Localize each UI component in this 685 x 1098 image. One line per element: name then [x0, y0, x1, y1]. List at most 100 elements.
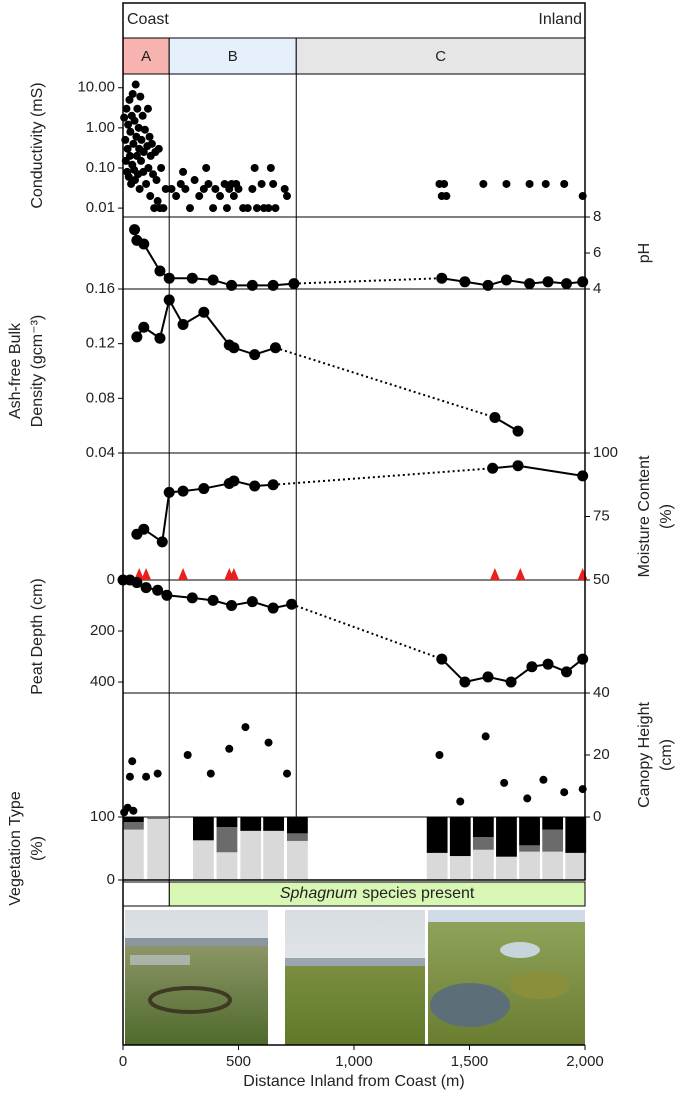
y-tick-label: 0.16: [86, 280, 115, 297]
point: [138, 321, 150, 333]
point: [489, 411, 501, 423]
point: [211, 184, 220, 193]
point: [207, 594, 219, 606]
point: [120, 113, 129, 122]
point: [124, 172, 133, 181]
bar-segment: [519, 845, 540, 852]
point: [123, 144, 132, 153]
y-tick-label: 100: [90, 808, 115, 825]
y-axis-label: Moisture Content: [636, 455, 653, 577]
bar-segment: [263, 817, 285, 831]
point: [204, 179, 213, 188]
x-tick-label: 1,000: [335, 1053, 373, 1070]
point: [523, 794, 532, 803]
point: [561, 666, 573, 678]
point: [125, 151, 134, 160]
bar-segment: [192, 817, 214, 841]
y-axis-label: (%): [658, 504, 675, 529]
point: [129, 224, 141, 236]
bridge-line: [291, 603, 443, 661]
point: [542, 276, 554, 288]
point: [152, 176, 161, 185]
point: [561, 278, 573, 290]
bar-segment: [449, 817, 471, 857]
point: [142, 179, 151, 188]
point: [222, 204, 231, 213]
point: [147, 139, 156, 148]
bar-segment: [472, 837, 494, 850]
bar-segment: [287, 840, 308, 880]
point: [560, 788, 569, 797]
point: [241, 723, 250, 732]
x-tick-label: 2,000: [566, 1053, 604, 1070]
point: [479, 179, 488, 188]
y-axis-label: (cm): [658, 739, 675, 771]
point: [269, 342, 281, 354]
bar-segment: [565, 852, 587, 880]
header-left: Coast: [127, 11, 169, 28]
zone-label: A: [141, 48, 151, 65]
point: [179, 167, 188, 176]
point: [249, 480, 261, 492]
point: [267, 479, 279, 491]
bar-segment: [472, 849, 494, 880]
bar-segment: [287, 817, 308, 834]
point: [133, 104, 142, 113]
point: [243, 204, 252, 213]
bridge-line: [275, 346, 496, 419]
point: [138, 111, 147, 120]
sphagnum-absent: [122, 881, 170, 907]
bridge-line: [293, 277, 442, 285]
point: [577, 470, 589, 482]
photos: [125, 910, 585, 1045]
point: [249, 349, 261, 361]
point: [130, 116, 139, 125]
y-tick-label: 50: [593, 571, 610, 588]
bar-segment: [123, 822, 144, 830]
y-axis-label: Peat Depth (cm): [29, 578, 46, 694]
bar-segment: [240, 817, 262, 831]
y-tick-label: 0.04: [86, 444, 115, 461]
point: [436, 272, 448, 284]
point: [456, 797, 465, 806]
y-axis-label: Density (gcm⁻³): [29, 315, 46, 427]
point: [541, 179, 550, 188]
bar-segment: [565, 817, 587, 853]
point: [186, 592, 198, 604]
point: [512, 460, 524, 472]
point: [161, 184, 170, 193]
y-tick-label: 0.01: [86, 199, 115, 216]
y-axis-label: (%): [29, 836, 46, 861]
point: [487, 462, 499, 474]
point: [440, 179, 449, 188]
point: [181, 184, 190, 193]
point: [163, 486, 175, 498]
bar-segment: [519, 851, 540, 880]
point: [161, 589, 173, 601]
y-tick-label: 0.10: [86, 159, 115, 176]
point: [542, 658, 554, 670]
x-axis-label: Distance Inland from Coast (m): [243, 1073, 464, 1090]
point: [500, 274, 512, 286]
point: [234, 184, 243, 193]
bar-segment: [192, 840, 214, 880]
point: [126, 127, 135, 136]
bar-segment: [519, 817, 540, 846]
point: [225, 744, 234, 753]
bar-segment: [542, 817, 564, 830]
point: [228, 342, 240, 354]
point: [137, 156, 146, 165]
bar-segment: [123, 829, 144, 880]
point: [560, 179, 569, 188]
y-tick-label: 75: [593, 507, 610, 524]
y-tick-label: 4: [593, 280, 601, 297]
bar-segment: [426, 817, 448, 853]
point: [459, 676, 471, 688]
bar-segment: [263, 830, 285, 880]
point: [183, 751, 192, 759]
bar-segment: [542, 851, 564, 880]
point: [512, 425, 524, 437]
point: [153, 769, 162, 778]
point: [228, 475, 240, 487]
point: [206, 769, 215, 778]
